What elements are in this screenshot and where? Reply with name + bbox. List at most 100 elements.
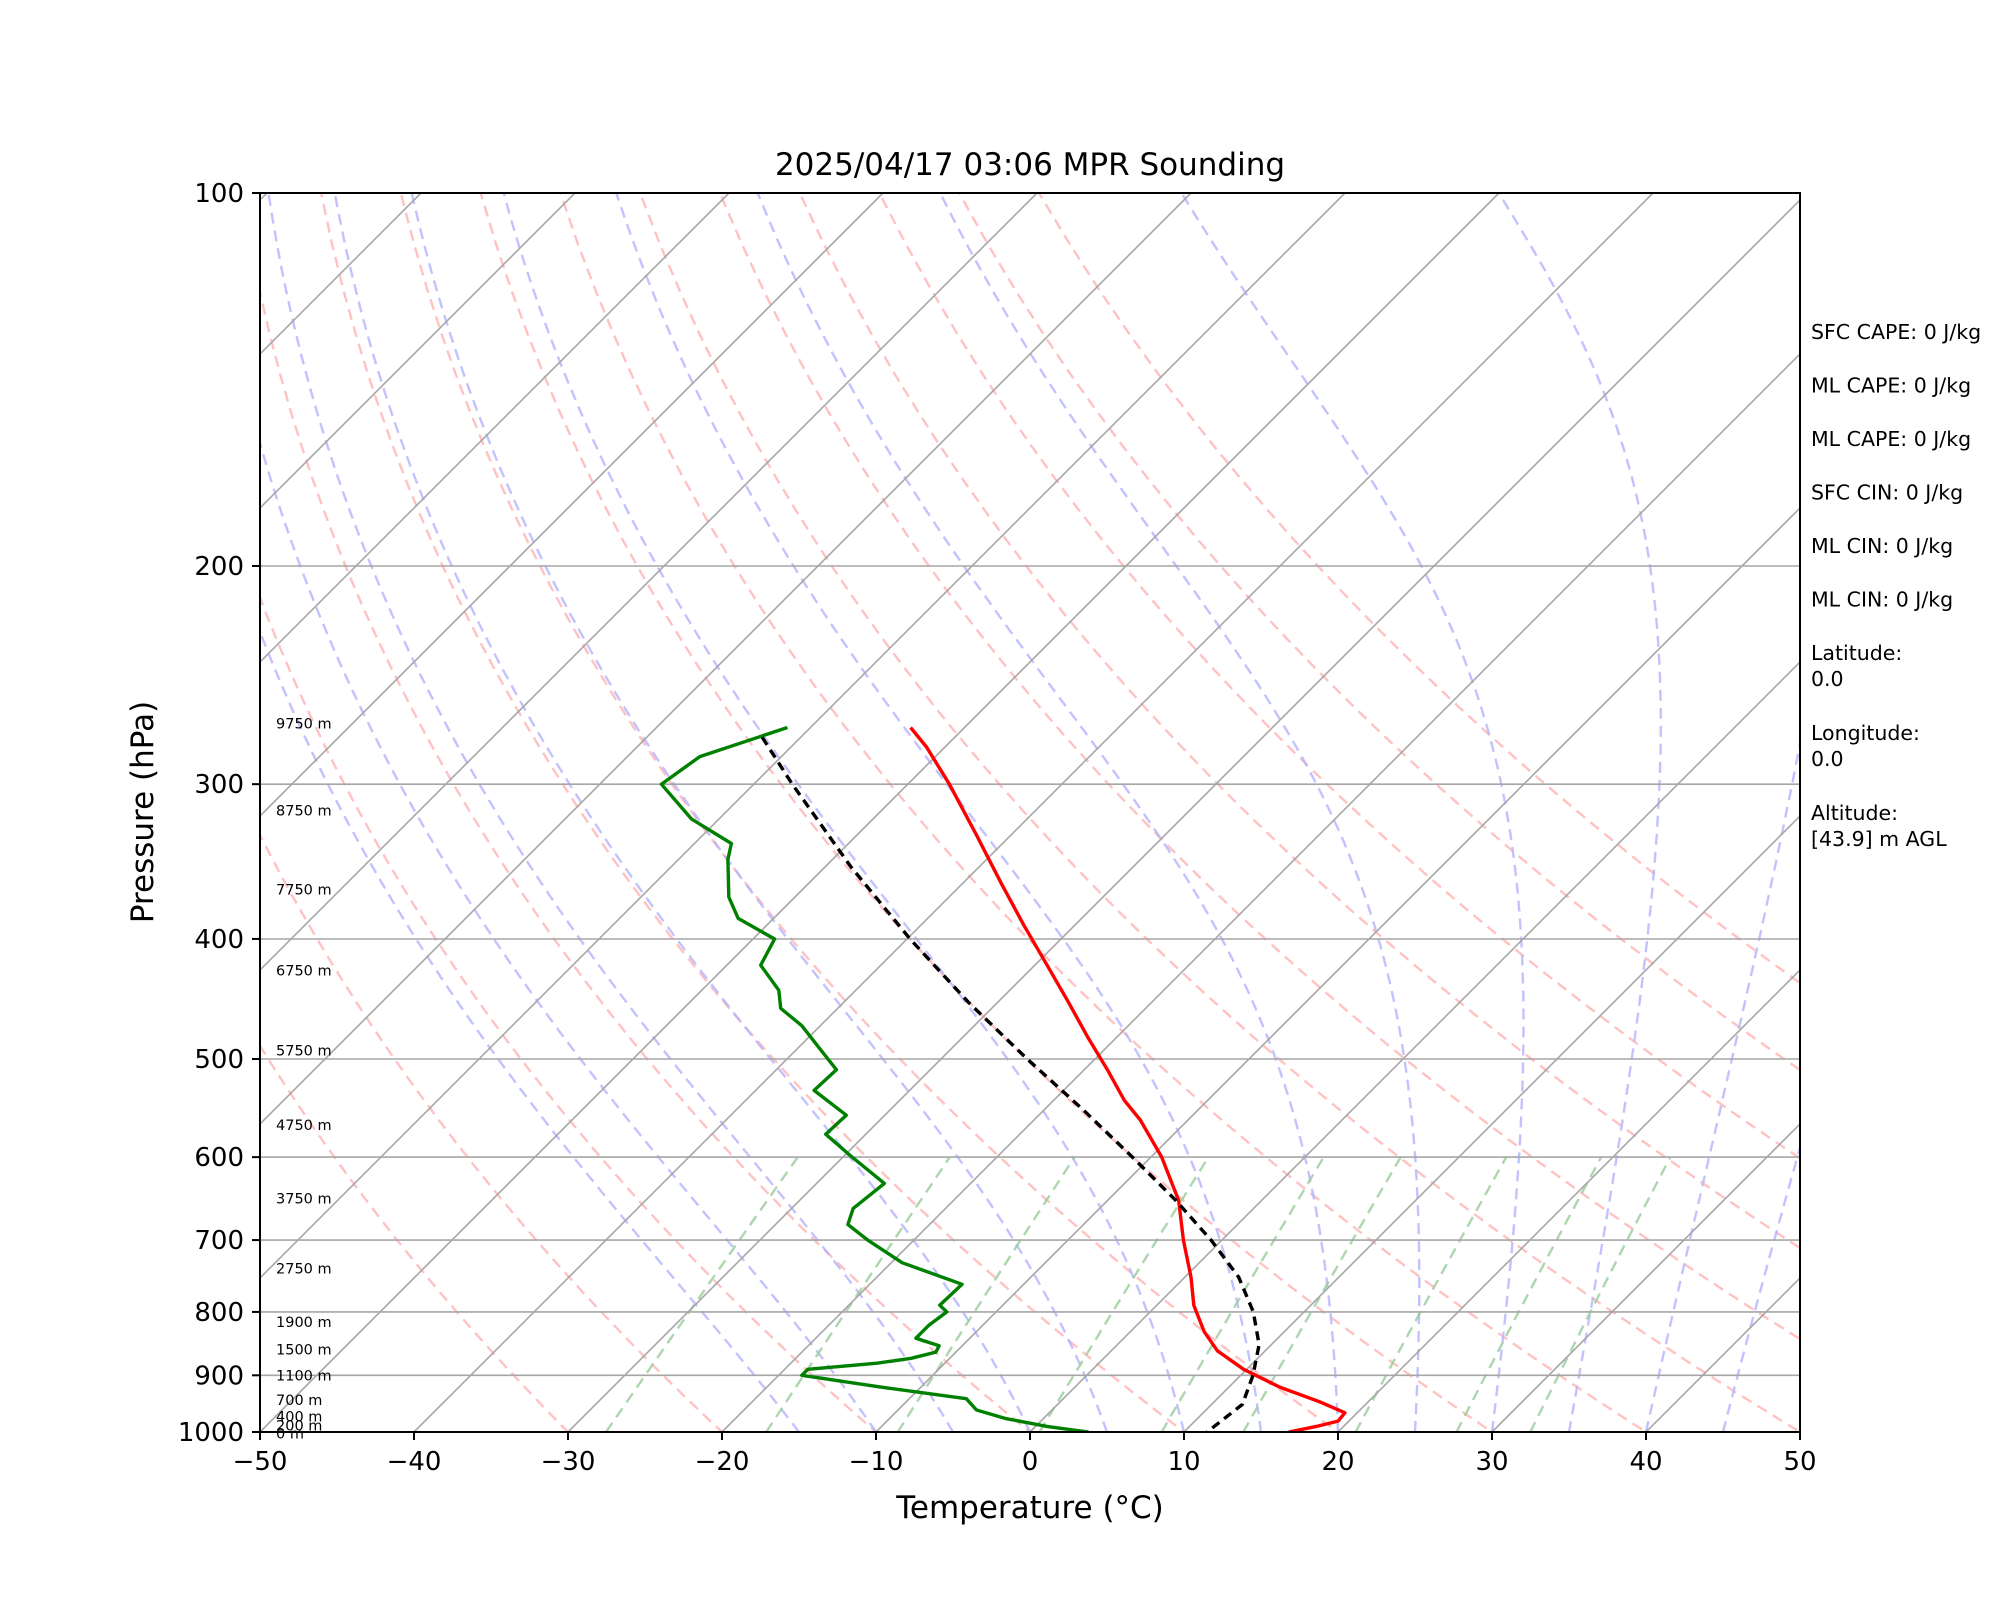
mixing-ratio-line <box>896 1156 1076 1432</box>
y-tick-label: 300 <box>194 770 244 800</box>
mixing-ratio-line <box>605 1156 799 1432</box>
y-axis: 1000 900 800 700 600 500 400 300 200 100 <box>178 179 260 1448</box>
isotherm-gridline <box>260 193 884 818</box>
x-tick-label: −40 <box>387 1447 442 1477</box>
height-label: 7750 m <box>276 883 332 899</box>
y-tick-label: 500 <box>194 1045 244 1075</box>
moist-adiabat <box>410 193 1109 1432</box>
moist-adiabat <box>260 628 800 1432</box>
isotherm-gridline <box>260 193 1192 1126</box>
info-line: SFC CAPE: 0 J/kg <box>1811 320 1981 344</box>
series-layer <box>659 725 1347 1432</box>
y-tick-label: 700 <box>194 1226 244 1256</box>
chart-title: 2025/04/17 03:06 MPR Sounding <box>775 147 1285 183</box>
y-tick-label: 400 <box>194 925 244 955</box>
moist-adiabat <box>502 193 1186 1432</box>
moist-adiabat <box>260 438 877 1432</box>
dry-adiabat <box>260 594 878 1432</box>
isotherm-gridline <box>1337 968 1800 1432</box>
x-tick-label: −20 <box>695 1447 750 1477</box>
dewpoint-profile <box>659 725 1089 1432</box>
mixing-ratio-line <box>765 1156 951 1432</box>
y-tick-label: 1000 <box>178 1418 244 1448</box>
info-line: ML CAPE: 0 J/kg <box>1811 374 1971 398</box>
x-tick-label: −50 <box>233 1447 288 1477</box>
moist-adiabat <box>267 193 955 1432</box>
parcel-profile <box>760 736 1261 1432</box>
isotherm-gridline <box>260 193 1346 1280</box>
x-axis: −50 −40 −30 −20 −10 0 10 20 30 40 50 <box>233 1432 1817 1477</box>
info-panel: SFC CAPE: 0 J/kg ML CAPE: 0 J/kg ML CAPE: … <box>1811 320 1981 851</box>
temperature-profile <box>909 726 1347 1432</box>
x-tick-label: 20 <box>1321 1447 1354 1477</box>
height-label: 8750 m <box>276 803 332 819</box>
info-line: ML CIN: 0 J/kg <box>1811 588 1953 612</box>
mixing-ratio-line <box>1242 1156 1402 1432</box>
info-line: 0.0 <box>1811 667 1844 691</box>
isotherm-gridline <box>1491 1122 1800 1432</box>
x-tick-label: 40 <box>1629 1447 1662 1477</box>
x-axis-title: Temperature (°C) <box>895 1490 1164 1526</box>
isotherm-gridline <box>567 198 1800 1432</box>
height-label: 1500 m <box>276 1343 332 1359</box>
moist-adiabat <box>1644 737 1800 1432</box>
x-tick-label: −30 <box>541 1447 596 1477</box>
y-tick-label: 900 <box>194 1361 244 1391</box>
plot-frame <box>259 192 1801 1433</box>
dry-adiabat <box>319 193 1186 1432</box>
dry-adiabat <box>958 193 1800 1072</box>
height-label: 6750 m <box>276 963 332 979</box>
y-tick-label: 100 <box>194 179 244 209</box>
height-label: 200 m <box>276 1419 322 1435</box>
moist-adiabat <box>1721 1143 1800 1432</box>
isotherm-gridline <box>875 506 1800 1432</box>
isotherm-gridline <box>1183 814 1800 1432</box>
height-label: 1100 m <box>276 1368 332 1384</box>
dry-adiabat <box>260 832 724 1432</box>
isotherm-gridline <box>1029 660 1800 1432</box>
info-line: [43.9] m AGL <box>1811 827 1947 851</box>
height-label: 2750 m <box>276 1262 332 1278</box>
mixing-ratio-line <box>1160 1156 1325 1432</box>
y-tick-label: 200 <box>194 552 244 582</box>
x-tick-label: 30 <box>1475 1447 1508 1477</box>
isotherm-gridline <box>413 193 1654 1432</box>
dry-adiabat <box>1037 193 1800 985</box>
dry-adiabat <box>479 193 1495 1432</box>
info-line: Longitude: <box>1811 721 1920 745</box>
height-label: 700 m <box>276 1393 322 1409</box>
isotherm-gridline <box>260 193 1500 1432</box>
mixing-ratio-line <box>1529 1156 1672 1432</box>
info-line: Altitude: <box>1811 801 1898 825</box>
moist-adiabat <box>1180 193 1525 1432</box>
y-tick-label: 800 <box>194 1298 244 1328</box>
isotherm-gridline <box>260 193 1038 972</box>
x-tick-label: −10 <box>849 1447 904 1477</box>
height-label: 3750 m <box>276 1192 332 1208</box>
info-line: Latitude: <box>1811 641 1902 665</box>
height-label: 400 m <box>276 1410 322 1426</box>
height-label: 4750 m <box>276 1118 332 1134</box>
isotherm-gridline <box>0 193 113 1432</box>
mixing-ratio-line <box>1455 1156 1603 1432</box>
x-tick-label: 10 <box>1167 1447 1200 1477</box>
moist-adiabat <box>756 193 1340 1432</box>
dry-adiabat <box>718 193 1800 1341</box>
moist-adiabat <box>333 193 1032 1432</box>
moist-adiabat <box>1497 193 1663 1432</box>
x-tick-label: 50 <box>1783 1447 1816 1477</box>
moist-adiabat <box>939 193 1421 1432</box>
dry-adiabat <box>399 193 1341 1432</box>
info-line: ML CIN: 0 J/kg <box>1811 534 1953 558</box>
height-label: 5750 m <box>276 1043 332 1059</box>
moist-adiabat <box>615 193 1263 1432</box>
height-label: 1900 m <box>276 1315 332 1331</box>
height-labels: 9750 m 8750 m 7750 m 6750 m 5750 m 4750 m 3750… <box>276 717 332 1443</box>
dry-adiabat <box>559 193 1649 1432</box>
isotherm-gridline <box>260 193 576 510</box>
y-tick-label: 600 <box>194 1143 244 1173</box>
dry-adiabat <box>878 193 1800 1160</box>
info-line: ML CAPE: 0 J/kg <box>1811 427 1971 451</box>
height-label: 9750 m <box>276 717 332 733</box>
